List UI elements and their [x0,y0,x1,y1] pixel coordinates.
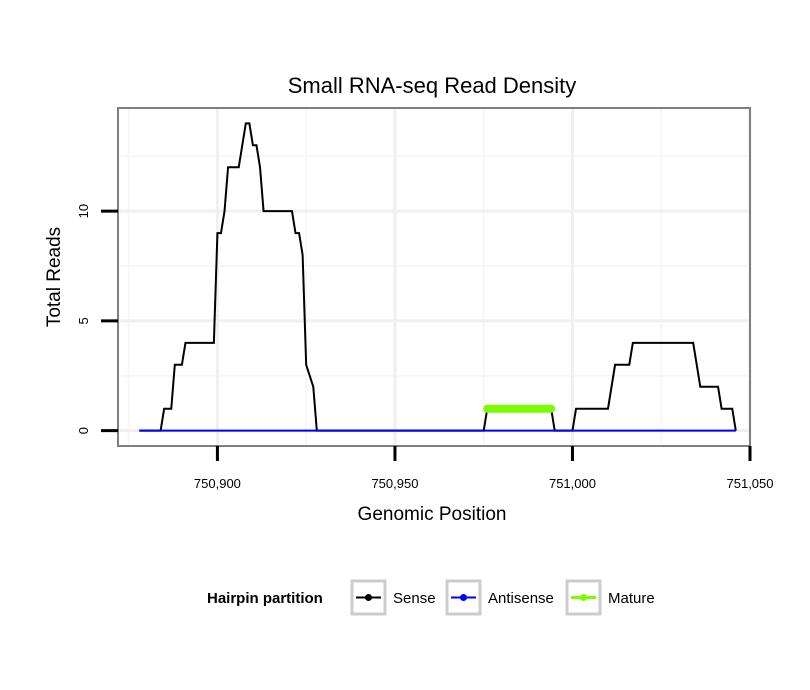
series-line-sense [139,122,737,432]
y-tick-label: 10 [76,204,91,218]
plot-panel-border [117,107,751,447]
legend-label: Mature [608,590,655,607]
legend-item-sense: Sense [350,579,436,616]
legend-item-antisense: Antisense [445,579,554,616]
y-tick-label: 5 [76,317,91,324]
x-axis: 750,900 750,950 751,000 751,050 [194,446,774,491]
y-tick-label: 0 [76,427,91,434]
grid-lines [118,108,752,446]
series-layer [139,122,737,432]
y-axis: 0 5 10 [76,204,118,434]
x-tick-label: 751,000 [549,476,596,491]
legend: Hairpin partition Sense Antisense Mature [207,579,655,616]
x-tick-label: 750,900 [194,476,241,491]
legend-key-point [460,594,467,601]
legend-label: Antisense [488,590,554,607]
legend-key-point [365,594,372,601]
legend-label: Sense [393,590,436,607]
legend-key-point [580,594,587,601]
x-axis-title: Genomic Position [358,504,507,525]
x-tick-label: 751,050 [727,476,774,491]
legend-title: Hairpin partition [207,590,323,607]
x-tick-label: 750,950 [371,476,418,491]
chart-title: Small RNA-seq Read Density [288,73,577,98]
y-axis-title: Total Reads [44,227,65,327]
legend-item-mature: Mature [565,579,655,616]
